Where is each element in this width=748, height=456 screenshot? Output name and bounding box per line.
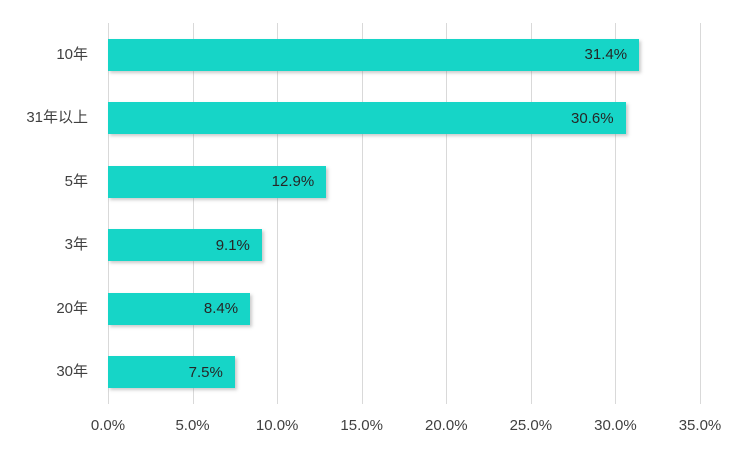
category-label: 3年 bbox=[64, 236, 88, 254]
bar-value-label: 31.4% bbox=[584, 46, 628, 64]
x-axis-tick-label: 0.0% bbox=[90, 417, 126, 434]
bar-value-label: 7.5% bbox=[188, 363, 223, 381]
bar: 7.5% bbox=[108, 356, 235, 389]
x-axis-tick-label: 25.0% bbox=[509, 417, 553, 434]
category-label: 31年以上 bbox=[26, 109, 88, 127]
bar: 31.4% bbox=[108, 38, 640, 71]
plot-area: 31.4% 30.6% 12.9% 9.1% 8.4% 7.5% bbox=[108, 23, 701, 404]
x-axis-tick-label: 35.0% bbox=[678, 417, 722, 434]
bar-value-label: 8.4% bbox=[203, 300, 239, 318]
gridline bbox=[615, 23, 617, 404]
gridline bbox=[108, 23, 109, 404]
gridline bbox=[192, 23, 194, 404]
bar: 9.1% bbox=[108, 229, 262, 262]
gridline bbox=[700, 23, 701, 404]
category-label: 5年 bbox=[64, 172, 88, 190]
gridline bbox=[361, 23, 363, 404]
bar: 12.9% bbox=[108, 165, 327, 198]
category-label: 20年 bbox=[56, 299, 88, 317]
x-axis-tick-label: 10.0% bbox=[255, 417, 299, 434]
gridline bbox=[446, 23, 448, 404]
gridline bbox=[277, 23, 279, 404]
bar: 30.6% bbox=[108, 102, 626, 135]
bar-value-label: 30.6% bbox=[571, 109, 614, 127]
x-axis-tick-label: 20.0% bbox=[425, 417, 468, 434]
bar-value-label: 9.1% bbox=[215, 236, 250, 254]
bar: 8.4% bbox=[108, 292, 251, 325]
category-label: 30年 bbox=[56, 363, 88, 381]
gridline bbox=[530, 23, 532, 404]
category-label: 10年 bbox=[56, 45, 88, 63]
x-axis-tick-label: 5.0% bbox=[175, 417, 210, 434]
x-axis-tick-label: 30.0% bbox=[594, 417, 637, 434]
bar-value-label: 12.9% bbox=[271, 173, 315, 191]
x-axis-tick-label: 15.0% bbox=[340, 417, 383, 434]
